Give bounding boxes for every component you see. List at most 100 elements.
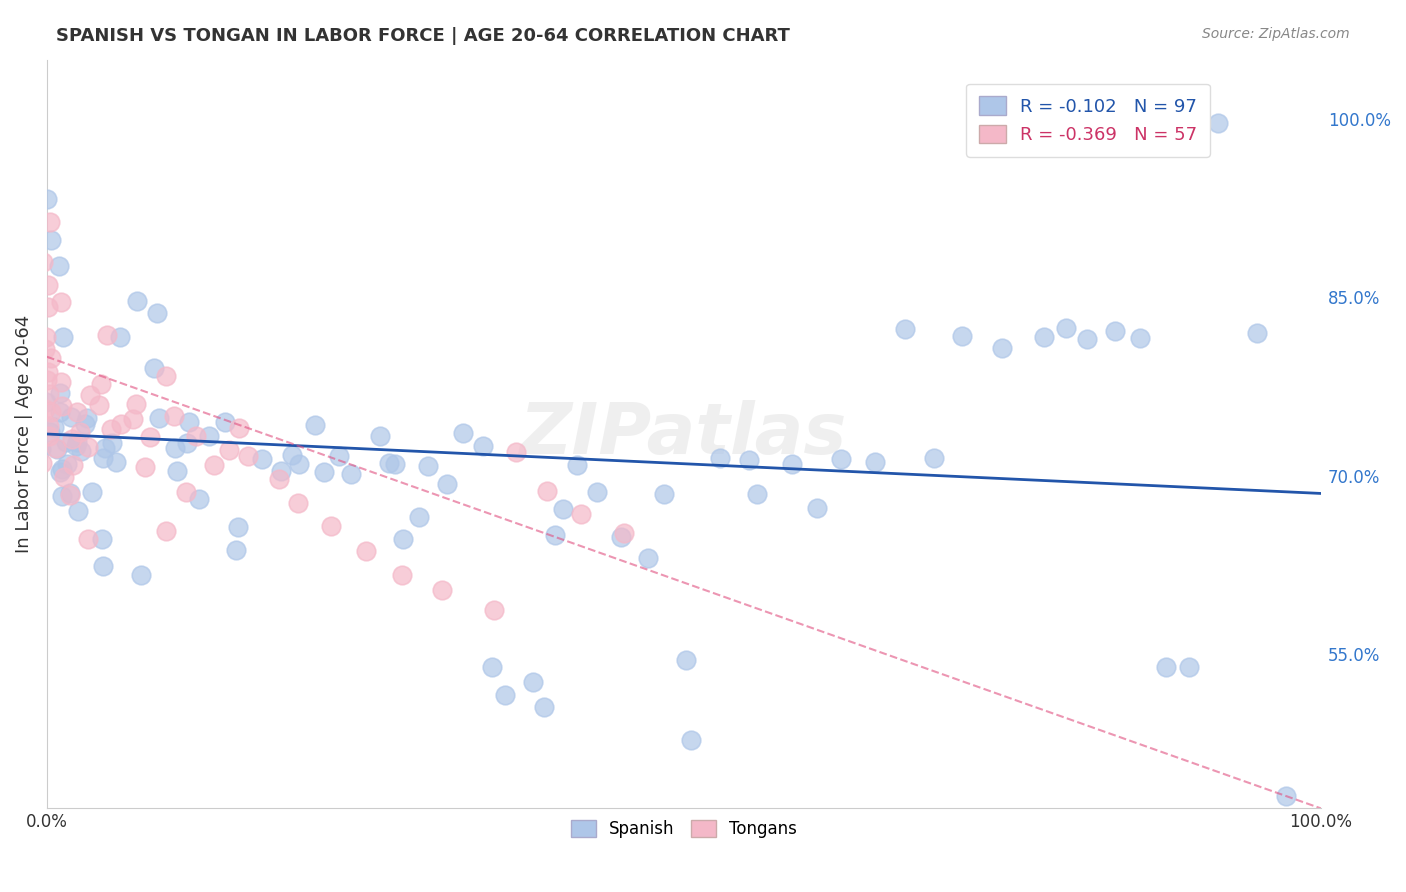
Point: [1076, 332, 1098, 346]
Point: [31, 442, 53, 457]
Point: [652, 487, 675, 501]
Point: [613, 525, 636, 540]
Point: [679, 733, 702, 747]
Point: [37, 277, 59, 292]
Point: [56, 457, 79, 471]
Point: [35, 373, 58, 387]
Point: [59, 410, 82, 425]
Point: [59, 485, 82, 500]
Point: [148, 410, 170, 425]
Point: [100, 422, 122, 436]
Point: [65, 439, 87, 453]
Point: [39, 233, 62, 247]
Point: [236, 449, 259, 463]
Point: [80, 484, 103, 499]
Point: [1206, 116, 1229, 130]
Point: [436, 476, 458, 491]
Point: [48, 259, 70, 273]
Point: [481, 660, 503, 674]
Point: [122, 412, 145, 426]
Point: [228, 421, 250, 435]
Point: [188, 491, 211, 506]
Point: [1154, 660, 1177, 674]
Point: [53, 470, 76, 484]
Point: [378, 456, 401, 470]
Point: [340, 467, 363, 481]
Point: [143, 360, 166, 375]
Point: [51, 399, 73, 413]
Text: Source: ZipAtlas.com: Source: ZipAtlas.com: [1202, 27, 1350, 41]
Text: ZIPatlas: ZIPatlas: [520, 400, 848, 468]
Point: [328, 449, 350, 463]
Point: [922, 450, 945, 465]
Point: [494, 688, 516, 702]
Point: [89, 376, 111, 391]
Point: [55, 434, 77, 449]
Point: [472, 439, 495, 453]
Point: [38, 418, 60, 433]
Point: [134, 460, 156, 475]
Point: [51, 462, 73, 476]
Point: [368, 429, 391, 443]
Point: [354, 544, 377, 558]
Point: [70, 443, 93, 458]
Point: [37, 193, 59, 207]
Point: [894, 321, 917, 335]
Point: [950, 328, 973, 343]
Point: [155, 524, 177, 539]
Point: [48, 386, 70, 401]
Legend: Spanish, Tongans: Spanish, Tongans: [564, 814, 804, 845]
Point: [101, 436, 124, 450]
Point: [482, 603, 505, 617]
Point: [124, 397, 146, 411]
Point: [287, 496, 309, 510]
Point: [806, 501, 828, 516]
Point: [125, 293, 148, 308]
Point: [430, 583, 453, 598]
Point: [304, 418, 326, 433]
Point: [218, 442, 240, 457]
Point: [66, 405, 89, 419]
Point: [39, 215, 62, 229]
Point: [991, 341, 1014, 355]
Point: [179, 415, 201, 429]
Point: [34, 330, 56, 344]
Point: [34, 342, 56, 356]
Point: [204, 458, 226, 472]
Point: [533, 700, 555, 714]
Point: [675, 653, 697, 667]
Point: [66, 434, 89, 449]
Point: [536, 484, 558, 499]
Point: [52, 329, 75, 343]
Point: [73, 417, 96, 432]
Point: [319, 519, 342, 533]
Point: [176, 484, 198, 499]
Point: [44, 420, 66, 434]
Point: [90, 532, 112, 546]
Point: [184, 429, 207, 443]
Point: [709, 450, 731, 465]
Y-axis label: In Labor Force | Age 20-64: In Labor Force | Age 20-64: [15, 315, 32, 553]
Point: [163, 442, 186, 456]
Point: [45, 442, 67, 456]
Point: [35, 395, 58, 409]
Point: [96, 327, 118, 342]
Point: [453, 426, 475, 441]
Point: [163, 409, 186, 423]
Point: [105, 455, 128, 469]
Point: [62, 458, 84, 473]
Point: [738, 452, 761, 467]
Point: [110, 417, 132, 432]
Point: [41, 404, 63, 418]
Point: [522, 674, 544, 689]
Point: [281, 449, 304, 463]
Point: [39, 425, 62, 440]
Point: [544, 528, 567, 542]
Point: [77, 441, 100, 455]
Point: [270, 464, 292, 478]
Point: [69, 425, 91, 440]
Point: [38, 429, 60, 443]
Point: [863, 455, 886, 469]
Point: [1246, 326, 1268, 340]
Point: [1054, 321, 1077, 335]
